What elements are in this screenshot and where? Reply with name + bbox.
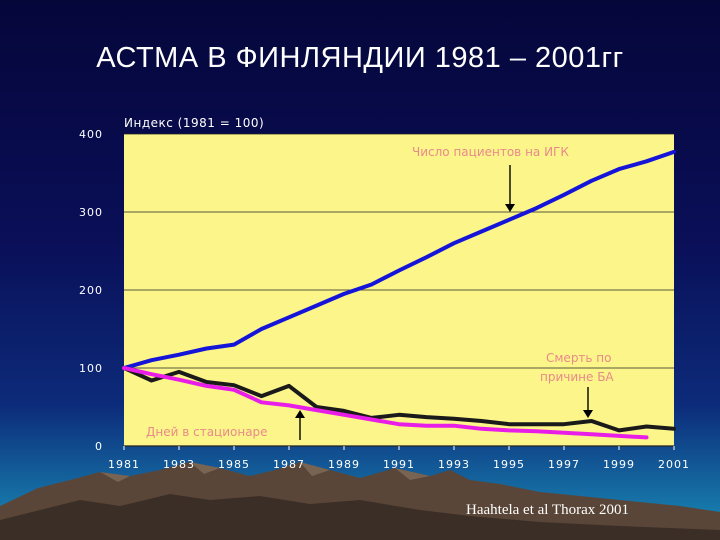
series-line-patients	[122, 149, 676, 370]
y-tick-label: 200	[79, 284, 103, 297]
mountain-background	[0, 462, 720, 540]
annotation-deaths: Смерть по причине БА	[540, 351, 614, 418]
y-tick-label: 300	[79, 206, 103, 219]
annotation-patients-label: Число пациентов на ИГК	[412, 145, 569, 159]
arrow-head-icon	[505, 204, 515, 212]
annotation-deaths-label-line1: Смерть по	[546, 351, 612, 365]
x-axis-ticks: 1981 1983 1985 1987 1989 1991 1993 1995 1997 1999…	[108, 446, 690, 471]
x-tick-label: 1997	[548, 458, 580, 471]
arrow-head-icon	[583, 410, 593, 418]
series-layer	[122, 149, 676, 440]
series-line-hospital-days	[122, 366, 649, 440]
annotation-hospital-days-label: Дней в стационаре	[146, 425, 268, 439]
x-tick-label: 1985	[218, 458, 250, 471]
annotation-deaths-label-line2: причине БА	[540, 370, 614, 384]
x-tick-label: 1989	[328, 458, 360, 471]
x-tick-label: 1993	[438, 458, 470, 471]
x-tick-label: 1987	[273, 458, 305, 471]
y-axis-label: Индекс (1981 = 100)	[124, 116, 264, 130]
x-tick-label: 1999	[603, 458, 635, 471]
x-tick-label: 1981	[108, 458, 140, 471]
slide-title: АСТМА В ФИНЛЯНДИИ 1981 – 2001гг	[96, 42, 624, 74]
y-tick-label: 0	[95, 440, 103, 453]
citation: Haahtela et al Thorax 2001	[466, 502, 629, 518]
series-line-deaths	[122, 366, 676, 433]
x-tick-label: 1983	[163, 458, 195, 471]
x-tick-label: 1991	[383, 458, 415, 471]
x-tick-label: 1995	[493, 458, 525, 471]
annotation-hospital-days: Дней в стационаре	[146, 410, 305, 440]
y-tick-label: 400	[79, 128, 103, 141]
x-tick-label: 2001	[658, 458, 690, 471]
y-tick-label: 100	[79, 362, 103, 375]
arrow-head-icon	[295, 410, 305, 418]
annotation-patients: Число пациентов на ИГК	[412, 145, 569, 212]
y-axis-ticks: 0 100 200 300 400	[79, 128, 103, 453]
